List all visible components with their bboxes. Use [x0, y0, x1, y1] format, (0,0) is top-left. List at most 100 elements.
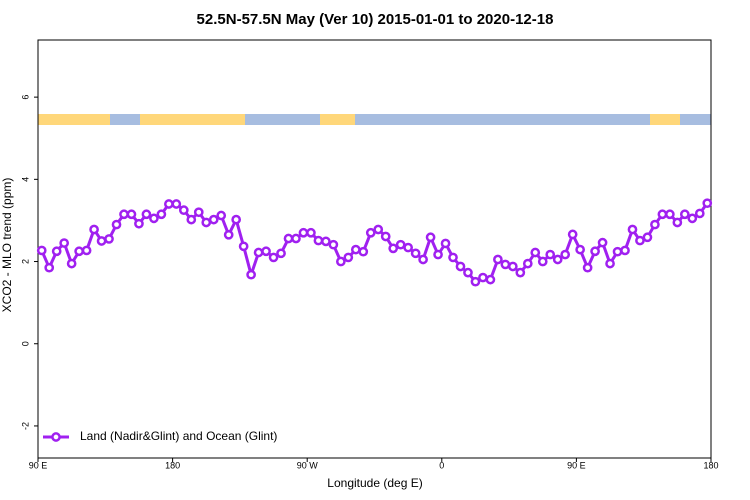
chart-title: 52.5N-57.5N May (Ver 10) 2015-01-01 to 2…: [197, 11, 554, 28]
data-point: [306, 227, 316, 238]
data-point: [126, 209, 137, 220]
data-point: [365, 227, 376, 238]
data-point: [612, 246, 623, 257]
data-point: [261, 246, 271, 257]
data-point: [253, 247, 264, 258]
data-point: [672, 217, 683, 228]
data-point: [605, 258, 615, 269]
data-point: [463, 267, 473, 278]
data-point: [36, 245, 47, 256]
data-point: [149, 213, 159, 224]
land-ocean-strip: [38, 114, 711, 125]
data-point: [403, 242, 413, 253]
data-point: [373, 224, 384, 235]
data-point: [268, 252, 279, 263]
data-point: [104, 234, 114, 244]
data-point: [313, 235, 324, 246]
x-tick-label: 90 E: [29, 460, 48, 470]
data-point: [620, 245, 630, 256]
data-point: [380, 231, 391, 242]
data-point: [193, 207, 204, 218]
data-point: [89, 224, 99, 235]
data-point: [358, 246, 369, 257]
y-tick-label: -2: [20, 422, 30, 430]
data-point: [627, 224, 638, 235]
y-axis-label: XCO2 - MLO trend (ppm): [0, 178, 14, 313]
data-point: [298, 227, 309, 238]
data-point: [208, 214, 219, 225]
data-point: [575, 244, 585, 255]
data-point: [478, 272, 488, 283]
data-point: [657, 209, 668, 220]
data-point: [223, 229, 234, 240]
data-point: [590, 246, 600, 257]
x-tick-label: 90 W: [297, 460, 319, 470]
data-point: [545, 249, 556, 260]
data-point: [231, 214, 242, 225]
data-point: [650, 219, 660, 230]
data-point: [455, 261, 466, 272]
data-point: [552, 254, 563, 265]
data-point: [44, 262, 55, 273]
data-point: [119, 209, 129, 220]
data-point: [597, 237, 608, 248]
data-point: [448, 252, 458, 263]
data-point: [343, 252, 354, 263]
data-point: [425, 232, 436, 243]
data-point: [216, 210, 227, 221]
data-point: [679, 209, 690, 220]
data-point: [635, 235, 645, 246]
data-point: [238, 241, 249, 252]
data-point: [66, 258, 77, 269]
data-point: [418, 254, 428, 265]
data-point: [328, 239, 339, 250]
data-point: [567, 229, 578, 240]
y-tick-label: 2: [20, 259, 30, 264]
plot-frame: [37, 39, 712, 459]
data-point: [470, 276, 481, 287]
data-point: [74, 246, 84, 257]
data-point: [178, 205, 189, 216]
data-point: [96, 236, 107, 246]
data-point: [433, 249, 443, 260]
data-point: [388, 243, 399, 254]
x-tick-label: 90 E: [567, 460, 586, 470]
data-point: [111, 219, 122, 230]
data-point: [522, 258, 533, 269]
data-point: [350, 244, 361, 255]
data-point: [81, 245, 92, 256]
data-point: [156, 209, 167, 220]
data-point: [702, 198, 713, 209]
data-point: [336, 256, 346, 267]
y-tick-label: 0: [20, 341, 30, 346]
data-point: [515, 267, 526, 278]
data-point: [410, 248, 421, 259]
data-point: [59, 238, 70, 248]
x-axis-label: Longitude (deg E): [327, 476, 422, 490]
data-point: [440, 238, 451, 249]
data-point: [694, 208, 705, 219]
x-tick-label: 180: [703, 460, 718, 470]
data-point: [141, 209, 152, 220]
legend-label: Land (Nadir&Glint) and Ocean (Glint): [80, 429, 277, 443]
x-tick-label: 180: [165, 460, 180, 470]
data-point: [530, 247, 541, 258]
data-point: [582, 262, 593, 273]
data-point: [276, 248, 286, 259]
data-point: [164, 199, 174, 209]
data-point: [321, 236, 331, 247]
data-point: [134, 218, 144, 229]
data-point: [51, 246, 62, 257]
data-point: [171, 199, 182, 209]
data-point: [395, 239, 406, 250]
data-point: [560, 249, 571, 260]
data-point: [665, 209, 675, 220]
data-point: [493, 254, 503, 265]
x-tick-label: 0: [439, 460, 444, 470]
data-point: [246, 269, 256, 280]
data-point: [500, 259, 511, 270]
data-point: [201, 217, 212, 228]
data-point: [507, 261, 518, 272]
data-point: [687, 213, 698, 224]
